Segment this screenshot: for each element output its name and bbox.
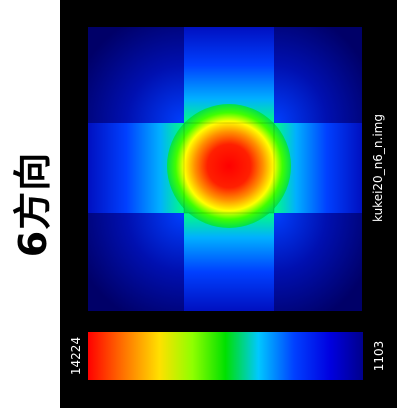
image-panel: kukei20_n6_n.img 14224 1103 bbox=[60, 0, 397, 408]
heatmap bbox=[88, 27, 363, 380]
heatmap-cell-top-left bbox=[88, 27, 184, 123]
colorbar-min-text: 1103 bbox=[372, 340, 386, 372]
heatmap-cell-bottom-right bbox=[274, 213, 362, 311]
colorbar-min-label: 1103 bbox=[368, 331, 390, 381]
colorbar-max-text: 14224 bbox=[69, 336, 83, 376]
side-title: 6方向 bbox=[0, 0, 60, 408]
colorbar bbox=[88, 332, 363, 380]
colorbar-max-label: 14224 bbox=[65, 331, 87, 381]
heatmap-cell-bottom bbox=[184, 213, 274, 311]
filename-text: kukei20_n6_n.img bbox=[371, 113, 385, 222]
side-title-text: 6方向 bbox=[11, 151, 56, 257]
filename-label: kukei20_n6_n.img bbox=[365, 30, 391, 305]
heatmap-cell-top-right bbox=[274, 27, 362, 123]
heatmap-cell-bottom-left bbox=[88, 213, 184, 311]
heatmap-hotspot bbox=[167, 104, 291, 228]
